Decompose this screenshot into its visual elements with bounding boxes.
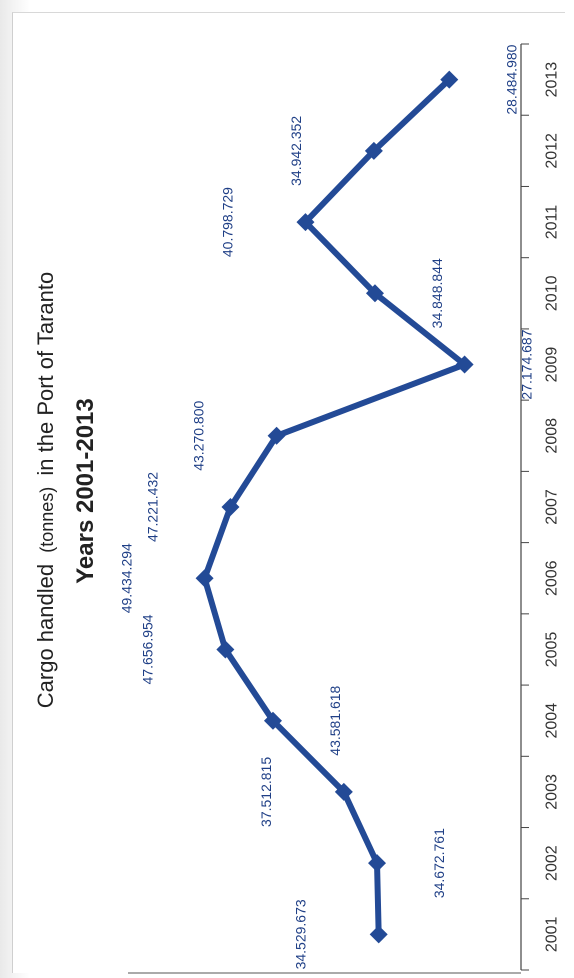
data-point-marker bbox=[334, 782, 353, 801]
data-point-marker bbox=[216, 640, 235, 659]
data-point-marker bbox=[221, 498, 240, 516]
data-point-marker bbox=[455, 355, 474, 374]
series-markers bbox=[195, 70, 474, 944]
x-tick-label: 2003 bbox=[544, 774, 561, 810]
x-tick-label: 2012 bbox=[544, 133, 561, 169]
data-point-marker bbox=[195, 569, 214, 588]
data-label: 47.656.954 bbox=[139, 614, 155, 684]
x-tick-label: 2001 bbox=[544, 916, 561, 952]
series-line bbox=[201, 76, 468, 938]
data-label: 28.484.980 bbox=[503, 44, 519, 114]
data-point-marker bbox=[267, 426, 286, 445]
x-tick-label: 2004 bbox=[544, 703, 561, 739]
x-tick-label: 2011 bbox=[544, 205, 561, 240]
data-labels: 34.529.673 34.672.761 37.512.815 43.581.618… bbox=[119, 44, 535, 969]
data-label: 40.798.729 bbox=[219, 187, 235, 257]
x-axis: 2001 2002 2003 2004 2005 2006 2007 2008 2009 2010… bbox=[128, 43, 561, 974]
x-tick-label: 2010 bbox=[544, 275, 561, 311]
chart-title: Cargo handled (tonnes) in the Port of Ta… bbox=[33, 272, 58, 708]
data-label: 34.848.844 bbox=[429, 258, 445, 328]
data-label: 37.512.815 bbox=[258, 757, 274, 827]
x-tick-label: 2007 bbox=[544, 489, 561, 525]
x-tick-label: 2008 bbox=[544, 418, 561, 454]
chart-sheet bbox=[12, 12, 565, 973]
series-line-layer bbox=[201, 76, 468, 938]
chart-title-unit: (tonnes) bbox=[37, 487, 57, 553]
data-point-marker bbox=[364, 141, 383, 160]
data-label: 27.174.687 bbox=[519, 329, 535, 399]
x-tick-label: 2009 bbox=[544, 347, 561, 383]
data-label: 49.434.294 bbox=[119, 543, 135, 613]
chart-subtitle: Years 2001-2013 bbox=[72, 398, 99, 584]
data-label: 47.221.432 bbox=[144, 472, 160, 542]
data-point-marker bbox=[263, 711, 282, 730]
chart-title-rest: in the Port of Taranto bbox=[33, 272, 58, 476]
data-point-marker bbox=[369, 925, 388, 944]
chart-title-main: Cargo handled bbox=[33, 564, 58, 708]
data-label: 43.270.800 bbox=[191, 401, 207, 471]
x-tick-label: 2013 bbox=[544, 62, 561, 98]
x-tick-label: 2006 bbox=[544, 560, 561, 596]
x-tick-label: 2005 bbox=[544, 632, 561, 668]
data-label: 34.942.352 bbox=[288, 116, 304, 186]
x-tick-label: 2002 bbox=[544, 845, 561, 881]
data-point-marker bbox=[440, 70, 459, 89]
data-point-marker bbox=[365, 284, 384, 303]
data-point-marker bbox=[296, 213, 315, 232]
data-label: 34.529.673 bbox=[293, 899, 309, 969]
data-label: 43.581.618 bbox=[327, 685, 343, 755]
data-label: 34.672.761 bbox=[431, 828, 447, 898]
data-point-marker bbox=[368, 854, 387, 873]
